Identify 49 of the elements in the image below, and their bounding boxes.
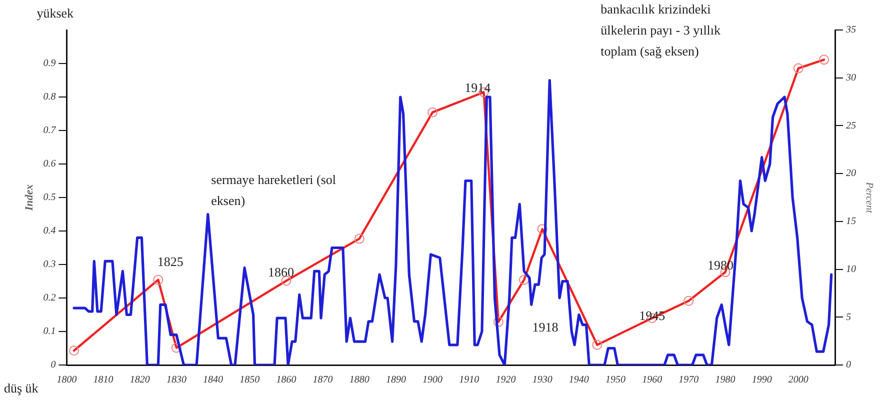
y-axis-title: Index xyxy=(23,184,36,212)
x-tick-label: 1960 xyxy=(642,374,662,386)
annotation: bankacılık krizindeki ülkelerin payı - 3 yıllık toplam (sağ eksen) xyxy=(600,1,722,58)
y-tick-label: 0.6 xyxy=(43,158,56,170)
text: düş ük xyxy=(4,380,39,396)
y-tick-label: 0.1 xyxy=(43,326,56,338)
x-tick-label: 1890 xyxy=(386,374,406,386)
y2-tick-label: 30 xyxy=(845,72,856,84)
x-tick-label: 1850 xyxy=(240,374,260,386)
y-tick-label: 0.3 xyxy=(43,259,56,270)
y2-tick-label: 25 xyxy=(846,120,856,132)
y-tick-label: 0.8 xyxy=(43,92,56,103)
y2-tick-label: 20 xyxy=(846,168,856,180)
y-tick-label: 0.4 xyxy=(43,226,56,237)
y2-tick-label: 35 xyxy=(845,24,856,36)
annotation: 1914 xyxy=(464,80,492,96)
annotation: 1918 xyxy=(532,320,558,335)
x-tick-label: 1910 xyxy=(459,374,480,386)
x-tick-label: 1980 xyxy=(715,374,736,386)
y-tick-label: 0.9 xyxy=(43,58,56,70)
x-tick-label: 1860 xyxy=(276,374,296,386)
x-tick-label: 1940 xyxy=(568,374,589,386)
x-tick-label: 1820 xyxy=(130,374,150,386)
annotation: 1860 xyxy=(268,264,294,280)
y2-tick-label: 15 xyxy=(846,216,856,228)
x-tick-label: 1970 xyxy=(678,374,699,386)
x-tick-label: 1880 xyxy=(349,374,370,386)
y-tick-label: 0 xyxy=(50,360,56,371)
x-tick-label: 2000 xyxy=(788,374,808,386)
y2-axis-title: Percent xyxy=(863,181,874,214)
annotation: sermaye hareketleri (sol eksen) xyxy=(211,172,336,208)
y2-tick-label: 10 xyxy=(846,264,856,275)
x-tick-label: 1800 xyxy=(56,374,77,386)
y-tick-label: 0.5 xyxy=(43,192,56,204)
y2-tick-label: 0 xyxy=(846,360,851,371)
y2-tick-label: 5 xyxy=(846,312,851,323)
x-tick-label: 1810 xyxy=(93,374,114,386)
y-tick-label: 0.2 xyxy=(43,292,56,304)
y-tick-label: 0.7 xyxy=(43,125,57,136)
x-tick-label: 1830 xyxy=(166,374,186,386)
text: yüksek xyxy=(36,5,74,20)
x-tick-label: 1920 xyxy=(496,374,516,386)
x-tick-label: 1840 xyxy=(203,374,224,386)
x-tick-label: 1990 xyxy=(752,374,772,386)
annotation: 1825 xyxy=(157,254,184,270)
x-tick-label: 1900 xyxy=(422,374,443,386)
x-tick-label: 1950 xyxy=(605,374,626,386)
x-tick-label: 1930 xyxy=(532,374,552,386)
x-tick-label: 1870 xyxy=(312,374,333,386)
